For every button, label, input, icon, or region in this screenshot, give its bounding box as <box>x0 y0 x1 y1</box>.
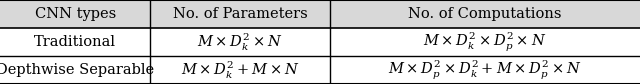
Bar <box>0 28 150 56</box>
Bar <box>150 0 330 28</box>
Bar <box>330 0 640 28</box>
Bar <box>150 28 330 56</box>
Text: Traditional: Traditional <box>34 35 116 49</box>
Bar <box>0 0 150 28</box>
Text: Depthwise Separable: Depthwise Separable <box>0 63 154 77</box>
Bar <box>330 56 640 84</box>
Text: No. of Parameters: No. of Parameters <box>173 7 307 21</box>
Text: $M \times D_k^2 \times N$: $M \times D_k^2 \times N$ <box>197 31 283 53</box>
Text: $M \times D_p^2 \times D_k^2 + M \times D_p^2 \times N$: $M \times D_p^2 \times D_k^2 + M \times … <box>388 58 582 82</box>
Bar <box>330 28 640 56</box>
Bar <box>150 56 330 84</box>
Bar <box>0 56 150 84</box>
Text: No. of Computations: No. of Computations <box>408 7 561 21</box>
Text: CNN types: CNN types <box>35 7 116 21</box>
Text: $M \times D_k^2 \times D_p^2 \times N$: $M \times D_k^2 \times D_p^2 \times N$ <box>423 30 547 54</box>
Text: $M \times D_k^2 + M \times N$: $M \times D_k^2 + M \times N$ <box>180 59 300 81</box>
